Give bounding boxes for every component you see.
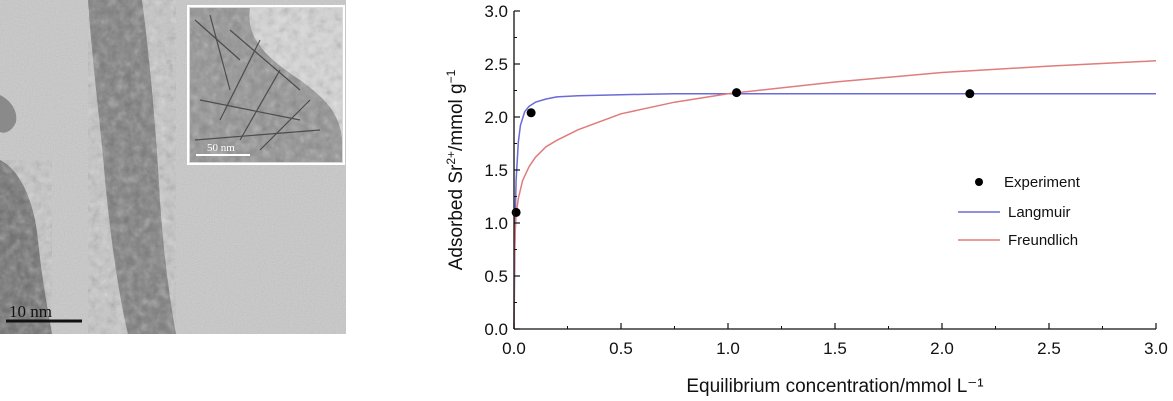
y-axis-title-superscript-1: 2+: [444, 151, 458, 165]
axis-layer: [513, 11, 1156, 330]
y-tick-label: 3.0: [484, 2, 508, 21]
y-axis-title: Adsorbed Sr2+/mmol g−1: [444, 69, 467, 270]
y-tick-label: 2.5: [484, 55, 508, 74]
x-tick-label: 2.0: [930, 339, 954, 358]
experiment-point: [965, 89, 975, 99]
x-tick-label: 0.0: [502, 339, 526, 358]
legend-label-langmuir: Langmuir: [1008, 204, 1071, 221]
y-tick-label: 0.5: [484, 267, 508, 286]
y-tick-label: 1.5: [484, 161, 508, 180]
tem-micrograph: 50 nm 10 nm: [0, 0, 346, 334]
legend-label-experiment: Experiment: [1004, 174, 1081, 191]
legend: Experiment Langmuir Freundlich: [958, 174, 1081, 249]
experiment-point: [511, 207, 521, 217]
langmuir-curve: [513, 92, 1156, 330]
y-axis-title-part-2: /mmol g: [446, 83, 467, 151]
experiment-point: [526, 108, 536, 118]
y-tick-label: 2.0: [484, 108, 508, 127]
y-axis-title-superscript-2: −1: [444, 69, 458, 83]
x-tick-label: 2.5: [1037, 339, 1061, 358]
x-axis-title: Equilibrium concentration/mmol L⁻¹: [686, 376, 983, 397]
main-scale-bar-label: 10 nm: [9, 302, 52, 321]
legend-label-freundlich: Freundlich: [1008, 232, 1078, 249]
inset-scale-bar-label: 50 nm: [207, 142, 235, 154]
x-tick-label: 0.5: [609, 339, 633, 358]
x-tick-label: 1.5: [823, 339, 847, 358]
tick-layer: 0.0 0.5 1.0 1.5 2.0 2.5 3.0 0.0 0.5 1.0 1.5 2.0 2.5 3…: [484, 2, 1167, 358]
y-tick-label: 1.0: [484, 214, 508, 233]
x-tick-label: 3.0: [1144, 339, 1168, 358]
x-tick-label: 1.0: [716, 339, 740, 358]
y-tick-label: 0.0: [484, 320, 508, 339]
point-layer: [511, 88, 975, 217]
curve-layer: [513, 60, 1157, 330]
freundlich-curve: [513, 60, 1157, 330]
experiment-point: [732, 88, 742, 98]
tem-inset: 50 nm: [187, 5, 345, 165]
legend-marker-experiment: [975, 178, 983, 186]
y-axis-title-part-1: Adsorbed Sr: [446, 164, 467, 270]
